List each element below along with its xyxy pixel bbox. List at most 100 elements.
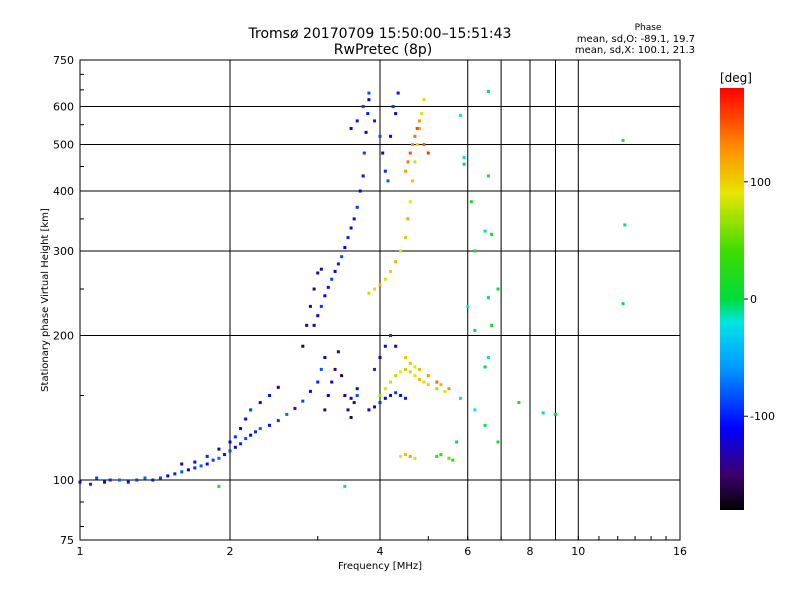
data-point xyxy=(389,334,393,338)
data-point xyxy=(186,468,190,472)
grid xyxy=(80,60,680,540)
data-point xyxy=(258,401,262,405)
chart-title: Tromsø 20170709 15:50:00–15:51:43 xyxy=(248,26,512,42)
data-point xyxy=(367,291,371,295)
data-point xyxy=(422,380,426,384)
data-point xyxy=(381,151,385,155)
data-point xyxy=(244,437,248,441)
series-10 xyxy=(435,453,455,462)
data-point xyxy=(408,200,412,204)
data-point xyxy=(417,367,421,371)
series-2 xyxy=(312,91,371,327)
data-point xyxy=(383,387,387,391)
data-point xyxy=(316,314,320,318)
data-point xyxy=(386,179,390,183)
data-point xyxy=(355,205,359,209)
y-tick-label: 750 xyxy=(53,54,74,67)
data-point xyxy=(473,408,477,412)
data-point xyxy=(394,260,398,264)
data-point xyxy=(319,304,323,308)
data-point xyxy=(355,387,359,391)
x-tick-label: 10 xyxy=(571,545,585,558)
data-point xyxy=(406,217,410,221)
data-point xyxy=(455,440,459,444)
data-point xyxy=(399,370,403,374)
data-point xyxy=(364,130,368,134)
data-point xyxy=(355,119,359,123)
data-point xyxy=(336,262,340,266)
data-point xyxy=(462,155,466,159)
data-point xyxy=(403,355,407,359)
data-point xyxy=(95,476,99,480)
data-point xyxy=(217,484,221,488)
data-point xyxy=(323,355,327,359)
data-point xyxy=(383,344,387,348)
series-5 xyxy=(349,334,407,412)
data-point xyxy=(394,374,398,378)
data-point xyxy=(340,374,344,378)
data-point xyxy=(180,470,184,474)
data-point xyxy=(394,391,398,395)
data-point xyxy=(399,249,403,253)
series-12 xyxy=(217,89,627,488)
data-point xyxy=(473,249,477,253)
data-point xyxy=(403,169,407,173)
data-point xyxy=(413,456,417,460)
phase-stats-x: mean, sd,X: 100.1, 21.3 xyxy=(575,45,695,56)
data-point xyxy=(447,387,451,391)
data-point xyxy=(621,302,625,306)
data-point xyxy=(293,406,297,410)
data-point xyxy=(417,377,421,381)
y-tick-label: 300 xyxy=(53,245,74,258)
data-point xyxy=(361,105,365,109)
data-point xyxy=(349,415,353,419)
data-point xyxy=(408,454,412,458)
data-point xyxy=(389,269,393,273)
data-point xyxy=(383,169,387,173)
data-point xyxy=(389,394,393,398)
data-point xyxy=(406,160,410,164)
data-point xyxy=(319,367,323,371)
data-point xyxy=(340,255,344,259)
data-point xyxy=(469,200,473,204)
data-point xyxy=(223,453,227,457)
x-tick-label: 4 xyxy=(377,545,384,558)
data-point xyxy=(173,472,177,476)
data-point xyxy=(435,387,439,391)
series-1 xyxy=(180,385,280,466)
series-0 xyxy=(78,355,327,486)
data-point xyxy=(126,480,130,484)
y-axis-label: Stationary phase Virtual Height [km] xyxy=(40,208,51,392)
y-tick-label: 600 xyxy=(53,101,74,114)
data-point xyxy=(483,229,487,233)
data-point xyxy=(378,283,382,287)
data-point xyxy=(383,396,387,400)
data-point xyxy=(403,367,407,371)
data-point xyxy=(483,423,487,427)
data-point xyxy=(422,98,426,102)
data-point xyxy=(413,160,417,164)
data-point xyxy=(330,380,334,384)
data-point xyxy=(389,134,393,138)
data-point xyxy=(267,423,271,427)
data-point xyxy=(355,394,359,398)
data-point xyxy=(285,412,289,416)
data-point xyxy=(490,232,494,236)
data-point xyxy=(108,478,112,482)
x-tick-label: 16 xyxy=(673,545,687,558)
data-point xyxy=(367,91,371,95)
data-point xyxy=(78,480,82,484)
colorbar-tick-label: 0 xyxy=(750,293,757,306)
x-tick-label: 6 xyxy=(464,545,471,558)
data-point xyxy=(367,408,371,412)
colorbar-label: [deg] xyxy=(720,71,752,85)
data-point xyxy=(367,98,371,102)
data-point xyxy=(326,394,330,398)
colorbar-tick-label: 100 xyxy=(750,176,771,189)
colorbar: 100 0 -100 xyxy=(720,88,775,510)
data-point xyxy=(366,112,370,116)
data-point xyxy=(308,304,312,308)
data-point xyxy=(466,304,470,308)
data-point xyxy=(166,474,170,478)
